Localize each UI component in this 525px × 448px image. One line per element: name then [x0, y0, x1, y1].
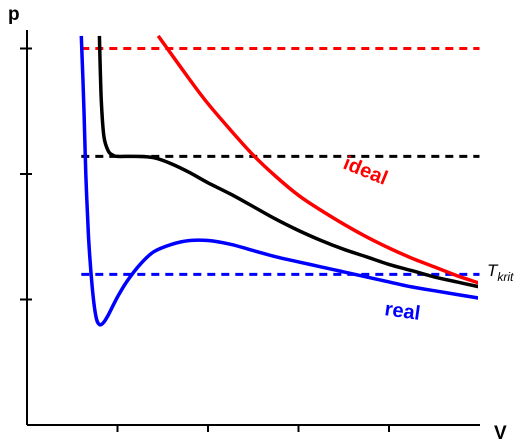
y-axis-label: p — [8, 4, 20, 25]
tkrit-label-sub: krit — [497, 270, 514, 284]
x-axis-label: V — [494, 423, 507, 444]
ticks — [20, 47, 390, 432]
tkrit-label: Tkrit — [487, 261, 514, 284]
series-t-krit — [97, 35, 478, 289]
tkrit-label-main: T — [487, 261, 499, 280]
series-ideal — [156, 34, 478, 285]
real-label: real — [383, 298, 421, 325]
reference-lines — [81, 47, 480, 276]
curves — [79, 34, 478, 327]
series-real — [79, 35, 478, 327]
axes — [26, 30, 480, 426]
